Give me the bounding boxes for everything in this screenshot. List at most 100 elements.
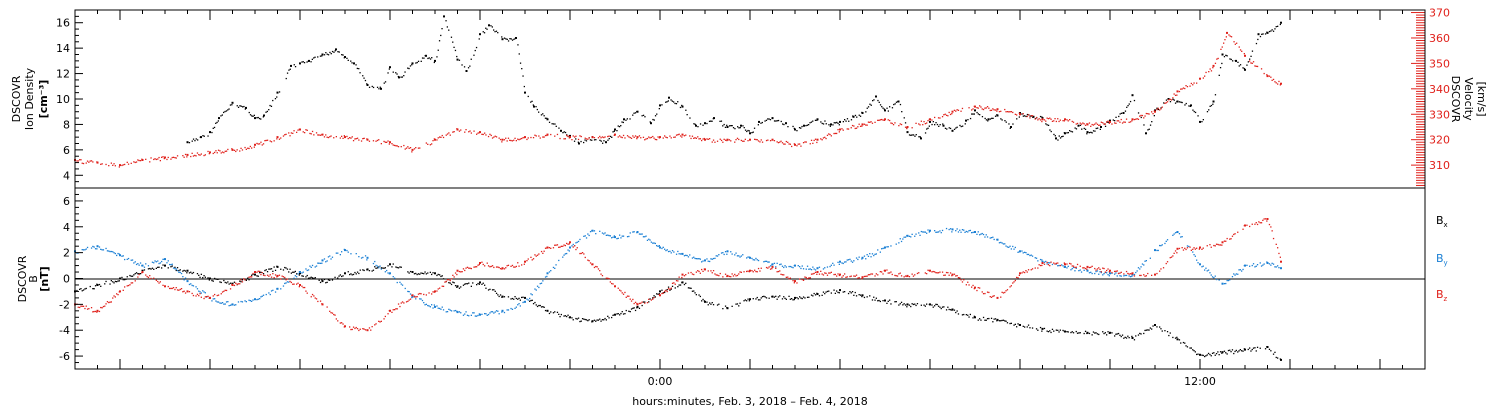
field-point [347, 251, 349, 253]
field-point [899, 303, 901, 305]
field-point [1004, 291, 1006, 294]
field-point [904, 236, 907, 238]
field-point [927, 269, 929, 271]
field-point [518, 303, 520, 305]
density-point [433, 61, 435, 64]
field-point [979, 318, 981, 320]
field-point [370, 329, 372, 331]
field-point [834, 273, 836, 276]
density-point [429, 58, 432, 60]
field-point [601, 232, 604, 234]
field-point [143, 269, 146, 271]
field-point [796, 297, 798, 299]
velocity-point [1189, 85, 1191, 87]
velocity-point [432, 140, 434, 142]
density-point [931, 123, 933, 126]
density-point [236, 105, 238, 107]
density-point [595, 139, 597, 141]
field-point [749, 269, 751, 272]
field-point [812, 266, 814, 268]
density-point [1247, 61, 1249, 63]
field-point [379, 321, 381, 323]
field-point [686, 254, 688, 257]
velocity-point [231, 148, 233, 150]
velocity-point [289, 135, 291, 137]
field-point [411, 295, 414, 298]
velocity-point [701, 139, 703, 142]
field-point [951, 308, 954, 311]
field-point [400, 283, 402, 285]
field-point [690, 287, 692, 289]
density-point [366, 84, 369, 86]
density-point [211, 131, 213, 134]
field-point [816, 273, 818, 275]
density-point [441, 28, 443, 30]
field-point [337, 252, 339, 254]
field-point [1019, 272, 1021, 275]
field-point [886, 269, 888, 271]
velocity-point [318, 134, 320, 136]
field-point [556, 311, 559, 313]
velocity-point [278, 138, 281, 140]
field-point [384, 267, 386, 269]
field-point [1066, 267, 1068, 269]
field-point [134, 261, 136, 263]
field-point [572, 319, 574, 321]
field-point [396, 281, 398, 284]
velocity-point [392, 144, 394, 146]
velocity-point [489, 133, 491, 135]
field-point [363, 328, 365, 330]
field-point [1088, 332, 1091, 335]
density-point [519, 62, 522, 64]
field-point [1230, 238, 1232, 240]
field-point [270, 268, 273, 270]
field-point [689, 254, 691, 256]
density-point [344, 56, 346, 58]
density-point [1029, 115, 1031, 117]
density-point [505, 38, 507, 40]
velocity-point [822, 137, 825, 139]
field-point [956, 310, 958, 312]
field-point [558, 313, 560, 315]
density-point [780, 120, 782, 123]
field-point [248, 299, 250, 301]
field-point [664, 290, 666, 293]
field-point [542, 306, 544, 308]
field-point [963, 279, 965, 281]
field-point [882, 247, 884, 250]
field-point [658, 245, 660, 247]
velocity-point [597, 137, 600, 139]
field-point [1226, 237, 1228, 240]
velocity-point [714, 141, 716, 143]
field-point [641, 301, 643, 303]
field-point [1237, 273, 1239, 275]
field-point [214, 277, 216, 280]
field-point [220, 302, 222, 304]
velocity-point [1184, 87, 1186, 90]
density-point [832, 124, 834, 126]
velocity-point [323, 136, 326, 138]
density-point [483, 32, 486, 34]
field-point [1100, 271, 1102, 273]
density-point [1251, 50, 1254, 52]
field-point [924, 231, 926, 233]
density-point [195, 138, 197, 140]
velocity-point [1043, 119, 1046, 121]
velocity-point [1263, 72, 1265, 75]
velocity-point [662, 137, 664, 139]
field-point [1214, 354, 1216, 356]
field-point [1244, 348, 1246, 351]
field-point [697, 270, 699, 272]
density-point [711, 120, 713, 122]
field-point [319, 262, 322, 264]
density-point [269, 104, 271, 107]
velocity-point [1066, 119, 1068, 121]
velocity-point [198, 154, 200, 156]
velocity-point [891, 122, 893, 125]
field-point [397, 267, 400, 269]
velocity-point [249, 145, 251, 148]
density-point [962, 125, 964, 127]
field-point [299, 284, 301, 286]
density-point [1053, 133, 1055, 136]
field-point [1025, 270, 1027, 272]
